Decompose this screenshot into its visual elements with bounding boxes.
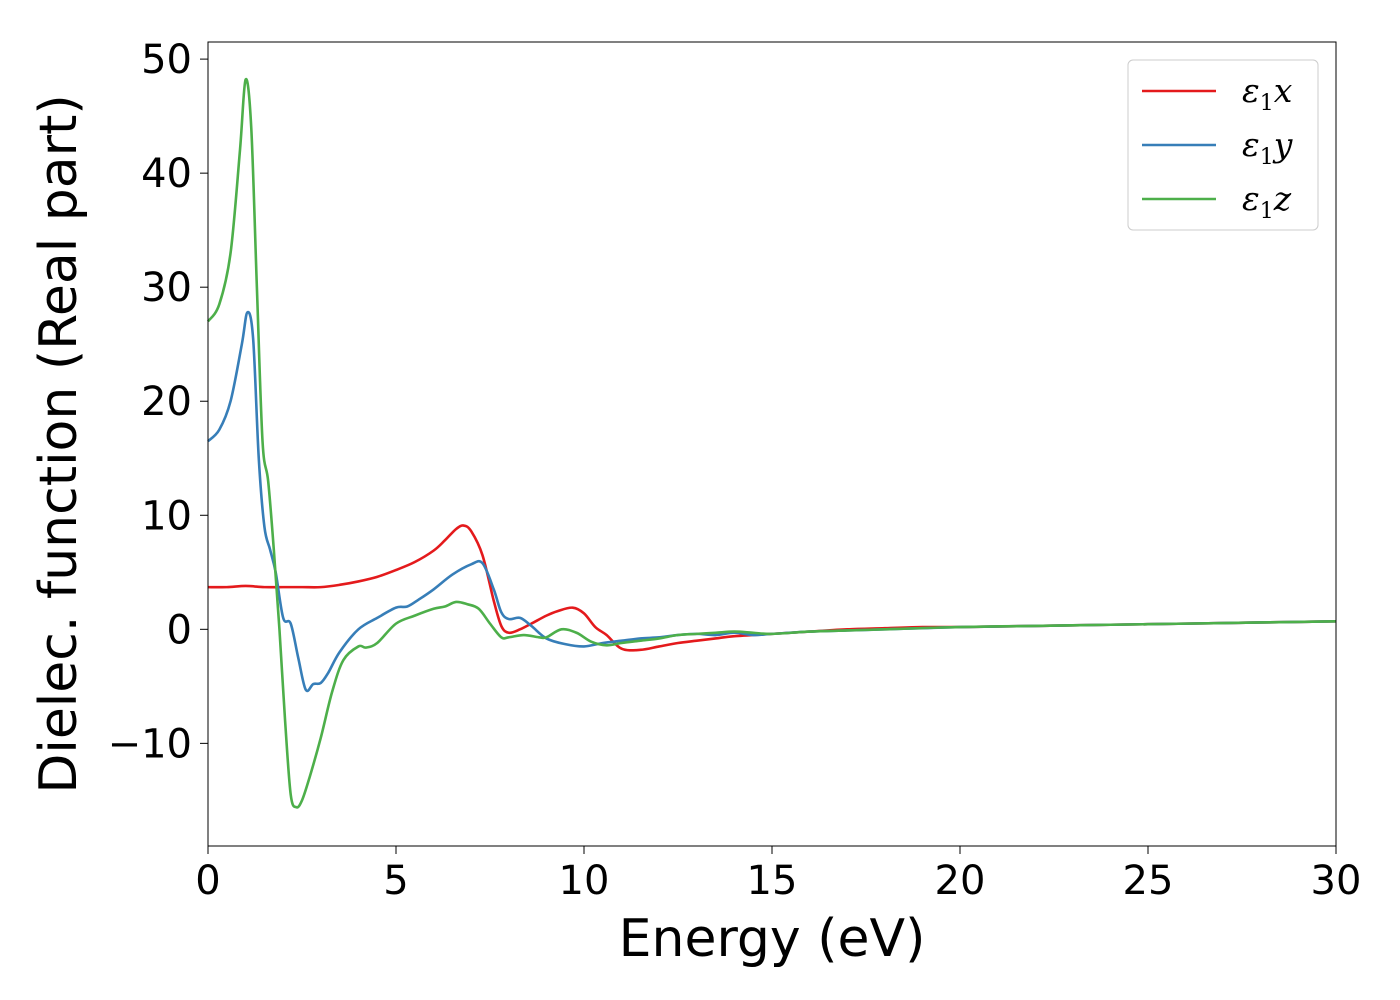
x-tick-label: 30	[1311, 858, 1362, 904]
legend-label-z: ε1z	[1242, 179, 1292, 224]
x-axis: 0 5 10 15 20 25 30	[195, 846, 1361, 904]
series-line-z	[206, 77, 1337, 809]
legend-label-x: ε1x	[1242, 71, 1293, 116]
x-axis-title: Energy (eV)	[619, 909, 926, 969]
x-tick-label: 10	[559, 858, 610, 904]
y-axis: −10 0 10 20 30 40 50	[108, 37, 208, 767]
y-tick-label: 40	[141, 151, 192, 197]
y-tick-label: −10	[108, 721, 192, 767]
x-tick-label: 15	[747, 858, 798, 904]
series-layer	[206, 77, 1337, 809]
y-tick-label: 20	[141, 379, 192, 425]
legend-label-y: ε1y	[1242, 125, 1293, 170]
y-tick-label: 0	[167, 607, 192, 653]
legend-frame	[1127, 59, 1319, 231]
x-tick-label: 5	[383, 858, 408, 904]
x-tick-label: 20	[935, 858, 986, 904]
x-tick-label: 0	[195, 858, 220, 904]
y-tick-label: 10	[141, 493, 192, 539]
y-axis-title: Dielec. function (Real part)	[29, 94, 89, 793]
y-tick-label: 30	[141, 265, 192, 311]
legend: ε1x ε1y ε1z	[1127, 59, 1319, 231]
y-tick-label: 50	[141, 37, 192, 83]
x-tick-label: 25	[1123, 858, 1174, 904]
